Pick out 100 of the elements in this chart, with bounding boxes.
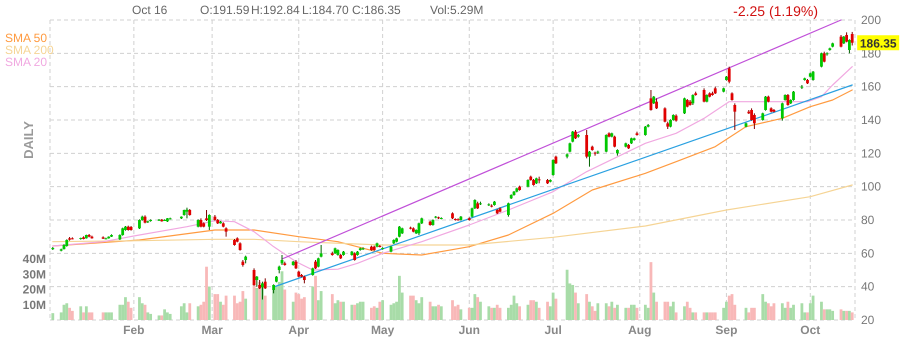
text: L:184.70	[302, 3, 350, 17]
bar	[378, 302, 382, 320]
candlestick	[850, 31, 854, 46]
bar	[546, 302, 549, 320]
bar	[538, 308, 541, 320]
bar	[566, 270, 568, 320]
text: Vol:5.29M	[430, 3, 484, 17]
bar	[390, 304, 392, 320]
bar	[490, 308, 494, 320]
bar	[554, 298, 558, 320]
bar	[730, 294, 734, 320]
bar	[702, 312, 706, 320]
y-tick-label: 80	[861, 213, 875, 227]
bar	[725, 302, 728, 320]
candlestick	[280, 254, 284, 266]
candlestick	[683, 97, 686, 114]
candlestick	[552, 158, 555, 176]
bar	[534, 302, 538, 320]
bar	[616, 304, 619, 320]
y2-tick-label: 10M	[22, 298, 46, 312]
text: O:191.59	[200, 3, 250, 17]
candlestick	[568, 142, 572, 153]
y-tick-label: 60	[861, 246, 875, 260]
bar	[529, 300, 532, 320]
candlestick	[691, 94, 694, 106]
bar	[473, 294, 476, 320]
bar	[750, 308, 753, 320]
bar	[552, 292, 555, 320]
x-tick-label: Apr	[288, 323, 310, 337]
bar	[292, 302, 295, 320]
bar	[800, 303, 804, 320]
bar	[244, 298, 248, 320]
bar	[512, 296, 516, 320]
bar	[650, 262, 652, 320]
bar	[437, 304, 440, 320]
text: SMA 50	[5, 31, 48, 45]
y-tick-label: 120	[861, 146, 882, 160]
candlestick	[588, 150, 591, 168]
bar	[370, 308, 373, 320]
candlestick	[655, 98, 658, 110]
bar	[518, 306, 521, 320]
bar	[275, 286, 278, 320]
candlestick	[848, 38, 851, 54]
text: C:186.35	[352, 3, 402, 17]
bar	[398, 276, 401, 320]
text: -2.25 (1.19%)	[733, 3, 818, 19]
bar	[336, 300, 340, 320]
bar	[507, 308, 510, 320]
bar	[666, 302, 670, 320]
candlestick	[752, 112, 756, 130]
x-tick-label: Mar	[201, 323, 224, 337]
bar	[848, 310, 851, 320]
bar	[585, 294, 588, 320]
bar	[334, 303, 337, 320]
bar	[596, 303, 600, 320]
x-tick-label: Aug	[628, 323, 652, 337]
bar	[627, 308, 630, 320]
x-tick-label: Sep	[715, 323, 738, 337]
bar	[691, 312, 694, 320]
bar	[420, 297, 424, 320]
candlestick	[812, 70, 814, 82]
bar	[608, 306, 610, 320]
bar	[752, 308, 756, 320]
bar	[224, 296, 228, 320]
bar	[588, 302, 591, 320]
y-tick-label: 100	[861, 180, 882, 194]
y-tick-label: 40	[861, 280, 875, 294]
candlestick	[820, 52, 823, 68]
y2-tick-label: 30M	[22, 267, 46, 282]
candlestick	[255, 276, 258, 288]
bar	[280, 271, 284, 320]
bar	[409, 296, 412, 320]
bar	[594, 310, 596, 320]
bar	[761, 294, 764, 320]
bar	[214, 294, 216, 320]
x-tick-label: Jun	[458, 323, 480, 337]
bar	[613, 308, 616, 320]
bar	[414, 300, 418, 320]
bar	[812, 296, 814, 320]
y-tick-label: 140	[861, 113, 882, 127]
candlestick	[764, 96, 767, 112]
bar	[831, 310, 834, 320]
bar	[479, 302, 482, 320]
bar	[655, 302, 658, 320]
bar	[362, 302, 364, 320]
bar	[451, 300, 454, 320]
bar	[604, 303, 608, 320]
candlestick	[613, 135, 616, 148]
y-tick-label: 20	[861, 313, 875, 327]
bar	[780, 303, 784, 320]
bar	[630, 304, 633, 320]
candlestick	[224, 226, 228, 238]
bar	[314, 276, 317, 320]
x-tick-label: Feb	[123, 323, 145, 337]
text: Oct 16	[132, 3, 168, 17]
bar	[381, 300, 384, 320]
bar	[576, 303, 580, 320]
bar	[532, 300, 535, 320]
bar	[610, 302, 614, 320]
bar	[744, 308, 748, 320]
